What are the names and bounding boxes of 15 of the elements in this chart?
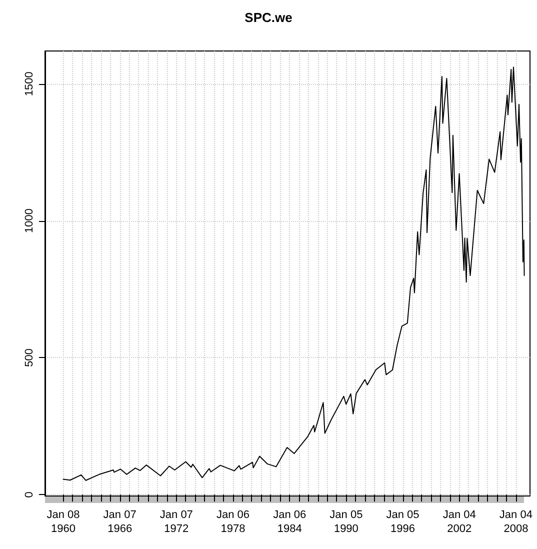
x-tick-label: Jan 06 1978 bbox=[216, 509, 250, 535]
x-tick-label: Jan 07 1972 bbox=[160, 509, 193, 535]
x-tick-label: Jan 06 1984 bbox=[273, 509, 306, 535]
x-tick-label: Jan 05 1996 bbox=[386, 509, 420, 535]
x-tick-label: Jan 08 1960 bbox=[46, 509, 80, 535]
chart-title: SPC.we bbox=[244, 10, 292, 25]
x-tick-label: Jan 05 1990 bbox=[330, 509, 363, 535]
x-tick-label: Jan 07 1966 bbox=[103, 509, 136, 535]
line-series bbox=[62, 66, 525, 481]
x-tick-label: Jan 04 2002 bbox=[442, 509, 476, 535]
y-tick-label: 0 bbox=[24, 492, 36, 498]
x-tick-label: Jan 04 2008 bbox=[499, 509, 532, 535]
y-tick-label: 500 bbox=[24, 348, 36, 367]
y-tick-label: 1500 bbox=[24, 72, 36, 96]
y-tick-label: 1000 bbox=[24, 208, 36, 234]
